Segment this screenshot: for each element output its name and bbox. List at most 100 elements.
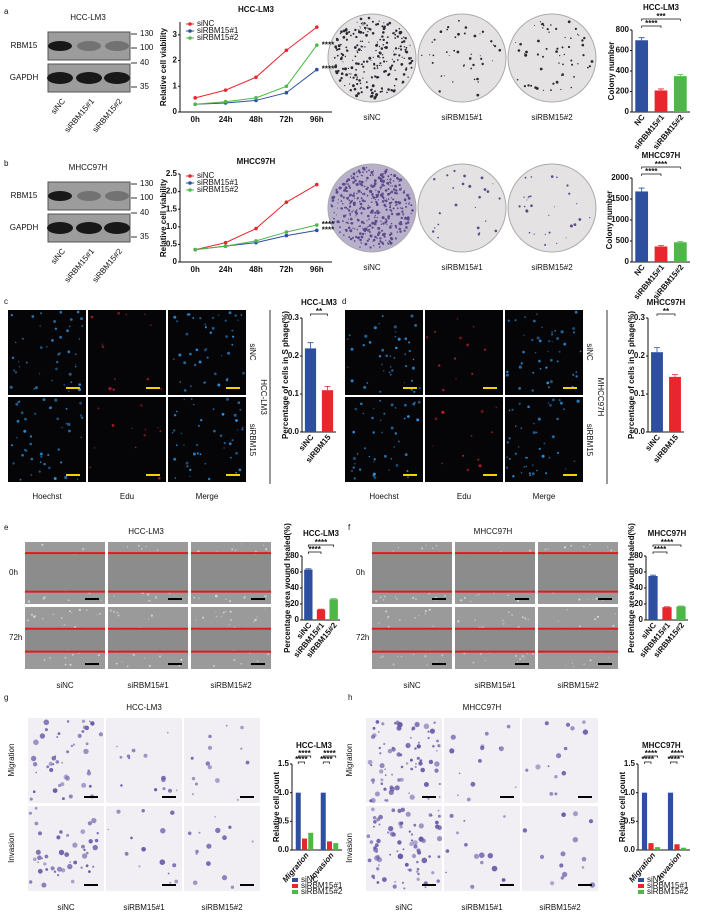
cell: [390, 457, 393, 460]
colony: [494, 229, 498, 233]
cell: [80, 866, 83, 869]
colony: [394, 224, 397, 227]
colony: [357, 219, 360, 222]
sig-bracket: [656, 313, 676, 316]
column-label: Hoechst: [32, 492, 62, 501]
colony: [457, 32, 460, 36]
colony: [355, 235, 358, 239]
colony: [338, 79, 342, 82]
cell: [524, 617, 527, 620]
colony: [340, 72, 344, 75]
cell: [405, 365, 408, 368]
cell: [9, 385, 13, 389]
cell: [428, 608, 431, 611]
colony: [385, 41, 389, 44]
cell: [171, 431, 174, 434]
cell: [64, 475, 68, 480]
cell: [34, 412, 37, 415]
band: [48, 41, 72, 51]
cell: [456, 318, 459, 320]
colony: [373, 62, 376, 65]
cell: [48, 466, 51, 470]
row-label: Migration: [7, 744, 16, 777]
cell: [192, 452, 196, 456]
cell: [470, 600, 472, 603]
y-tick-label: 600: [616, 46, 630, 55]
cell: [384, 454, 387, 458]
colony: [350, 34, 352, 37]
cell: [363, 385, 367, 389]
cell: [225, 598, 227, 600]
cell: [113, 595, 115, 597]
colony: [366, 176, 369, 180]
cell: [441, 410, 445, 414]
cell: [557, 620, 559, 622]
cell: [198, 831, 201, 834]
cell: [18, 361, 20, 363]
colony: [368, 231, 371, 233]
cell: [44, 854, 49, 859]
cell: [54, 755, 57, 757]
significance: ****: [668, 755, 681, 764]
colony: [386, 223, 388, 226]
cell: [581, 856, 587, 862]
y-tick-label: 0.3: [288, 313, 300, 322]
colony: [548, 214, 550, 216]
chart-title: HCC-LM3: [643, 3, 680, 12]
colony: [370, 201, 373, 203]
y-tick-label: 3: [173, 30, 178, 39]
colony: [548, 231, 551, 234]
plate-label: siNC: [363, 263, 381, 272]
cell: [514, 319, 517, 322]
cell: [154, 596, 158, 599]
colony: [361, 40, 364, 43]
cell: [14, 371, 18, 374]
colony: [576, 203, 578, 205]
cell: [372, 407, 375, 410]
cell: [411, 366, 415, 370]
band: [47, 72, 73, 84]
plate-label: siRBM15#1: [441, 263, 483, 272]
cell: [114, 378, 116, 380]
cell: [531, 338, 534, 342]
cell: [397, 655, 398, 657]
legend-marker: [188, 29, 192, 33]
colony: [359, 200, 361, 203]
cell: [413, 844, 418, 849]
colony: [408, 203, 410, 205]
colony: [528, 231, 531, 234]
cell: [237, 401, 241, 405]
bar: [316, 609, 326, 620]
cell: [40, 312, 42, 315]
cell: [397, 337, 401, 341]
colony: [379, 57, 381, 59]
cell: [179, 381, 182, 383]
cell: [531, 652, 535, 656]
cell: [409, 842, 414, 846]
cell: [157, 426, 159, 429]
cell: [108, 387, 112, 391]
cell: [538, 339, 542, 343]
colony: [582, 54, 585, 57]
colony: [351, 211, 353, 213]
cell: [55, 760, 60, 764]
y-tick-label: 1.5: [624, 759, 636, 768]
cell: [370, 798, 376, 803]
cell: [82, 725, 87, 730]
cell: [523, 657, 525, 659]
point: [254, 96, 258, 100]
colony: [360, 27, 361, 29]
marker-label: 100: [140, 43, 154, 52]
colony: [405, 202, 407, 205]
colony: [389, 209, 392, 212]
colony: [360, 197, 363, 200]
colony: [542, 55, 544, 58]
colony: [377, 209, 379, 212]
legend-marker: [188, 188, 192, 192]
cell: [414, 324, 417, 327]
colony: [399, 45, 402, 48]
colony: [545, 47, 548, 50]
chart-title: HCC-LM3: [296, 741, 333, 750]
cell: [478, 593, 480, 596]
colony: [369, 234, 373, 238]
